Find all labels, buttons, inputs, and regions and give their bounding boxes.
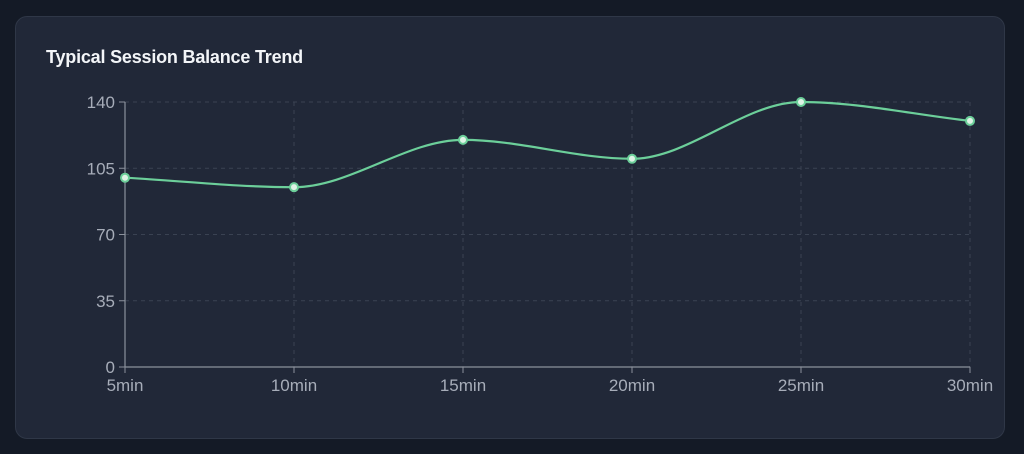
chart-title: Typical Session Balance Trend — [46, 47, 303, 67]
data-point-25min[interactable] — [796, 97, 806, 107]
series-layer — [120, 97, 975, 193]
data-point-20min[interactable] — [627, 153, 637, 164]
data-point-5min[interactable] — [120, 172, 130, 183]
grid-layer — [125, 101, 971, 367]
y-tick-label: 0 — [106, 358, 115, 377]
label-layer: 0 35 70 105 140 5min 10min 15min 20min 25min 30min — [87, 93, 994, 395]
data-point-15min[interactable] — [458, 134, 468, 145]
data-point-10min[interactable] — [289, 182, 299, 193]
axis-layer — [119, 101, 971, 373]
y-tick-label: 140 — [87, 93, 115, 112]
series-line — [123, 100, 972, 189]
x-tick-label: 5min — [107, 376, 144, 395]
chart-card: Typical Session Balance Trend — [15, 16, 1005, 439]
x-tick-label: 25min — [778, 376, 824, 395]
x-tick-label: 10min — [271, 376, 317, 395]
x-tick-label: 20min — [609, 376, 655, 395]
x-tick-label: 15min — [440, 376, 486, 395]
y-tick-label: 105 — [87, 159, 115, 178]
data-point-30min[interactable] — [965, 115, 975, 126]
y-tick-label: 35 — [96, 292, 115, 311]
x-tick-label: 30min — [947, 376, 993, 395]
y-tick-label: 70 — [96, 226, 115, 245]
